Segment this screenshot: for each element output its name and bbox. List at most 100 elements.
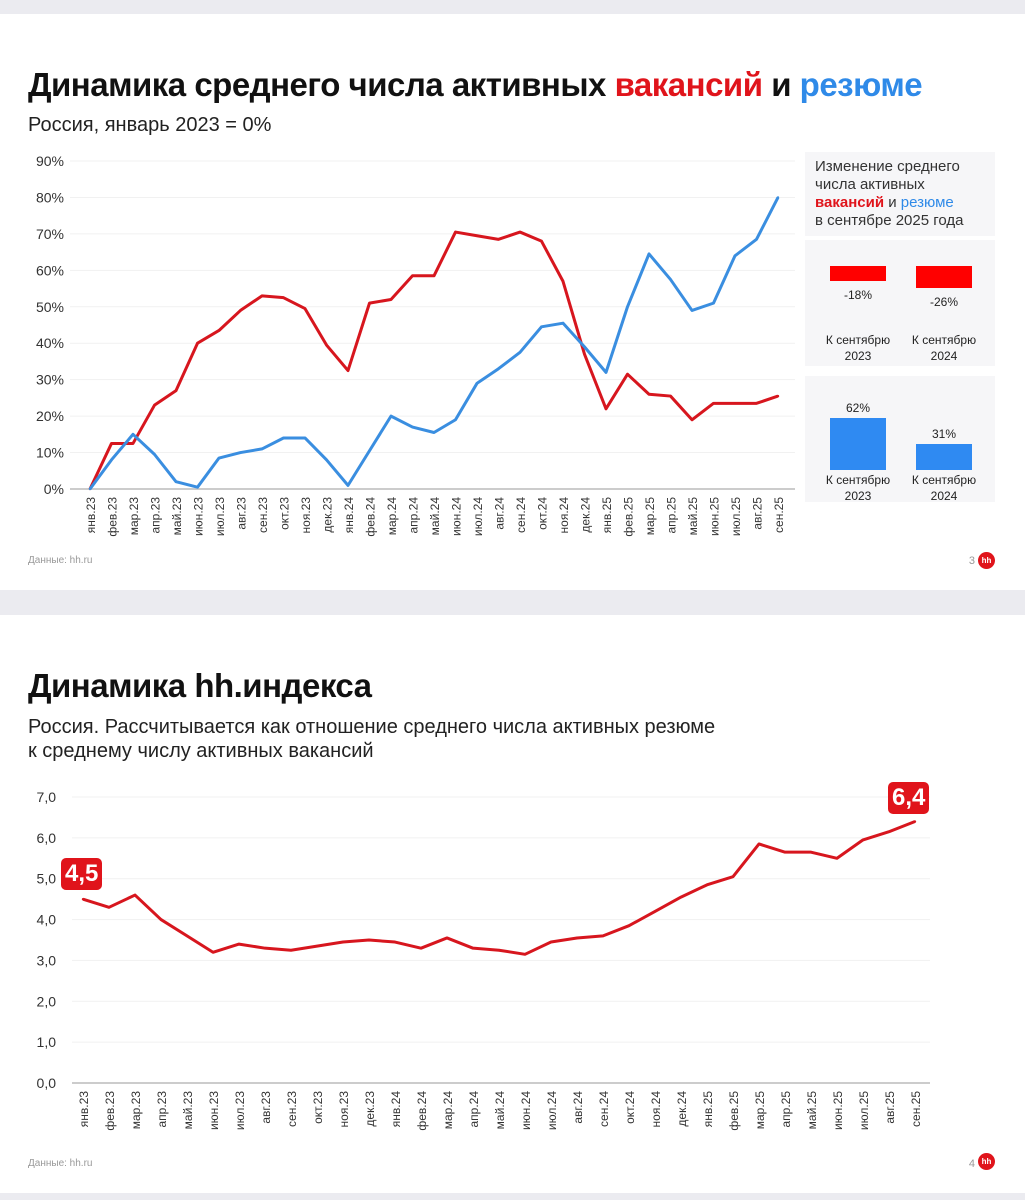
data-point [549,940,553,944]
data-point [733,254,737,257]
data-point [133,893,137,897]
data-point [757,842,761,846]
data-point [647,252,651,256]
data-point [81,897,85,901]
x-tick-label: июл.25 [729,497,743,536]
data-point [174,480,178,483]
data-point [389,298,393,301]
data-point [497,949,501,952]
data-point [518,230,522,234]
y-tick-label: 90% [36,153,64,169]
x-tick-label: авг.24 [571,1091,585,1124]
data-point [131,442,135,445]
slide-vacancies-resumes: Динамика среднего числа активных ваканси… [0,14,1025,590]
data-point [913,820,917,823]
x-tick-label: янв.24 [342,497,356,534]
x-tick-label: сен.25 [772,497,786,533]
x-tick-label: окт.23 [311,1091,325,1124]
x-tick-label: дек.23 [321,497,335,533]
y-tick-label: 40% [36,335,64,351]
data-point [260,447,264,451]
data-point [647,393,651,396]
data-point [755,402,758,405]
data-point [471,946,475,950]
x-tick-label: сен.23 [256,497,270,533]
panel-bar-value: -26% [929,294,958,309]
data-source: Данные: hh.ru [28,1158,93,1169]
x-tick-label: окт.24 [623,1091,637,1124]
data-point [110,458,113,462]
data-point [419,946,423,950]
slide-title: Динамика среднего числа активных ваканси… [28,66,923,104]
y-tick-label: 7,0 [37,789,57,805]
data-point [153,453,156,456]
x-tick-label: янв.25 [701,1091,715,1128]
data-point [523,953,527,956]
x-tick-label: июн.25 [708,497,722,536]
last-value-badge: 6,4 [888,782,930,814]
page-number: 3 [968,555,975,567]
y-tick-label: 10% [36,445,64,461]
data-point [601,934,605,938]
series-line-1 [82,820,916,956]
data-point [712,402,715,405]
data-point [367,938,371,942]
title-and: и [771,66,791,103]
x-tick-label: июн.23 [207,1091,221,1130]
data-point [861,838,865,842]
slide-hh-index: Динамика hh.индекса Россия. Рассчитывает… [0,615,1025,1193]
data-point [110,442,113,445]
x-tick-label: фев.23 [103,1091,117,1131]
subtitle-line: к среднему числу активных вакансий [28,740,374,762]
data-point [325,343,328,347]
data-point [174,389,178,392]
data-point [346,484,350,487]
title-red-word: вакансий [614,66,763,103]
data-point [159,918,163,921]
data-point [690,418,694,421]
panel-bar [916,443,972,470]
data-point [325,458,328,462]
x-tick-label: апр.24 [407,497,421,534]
data-point [315,944,319,948]
x-tick-label: авг.24 [493,497,507,530]
x-tick-label: май.25 [805,1091,819,1130]
data-point [776,394,780,398]
x-tick-label: май.23 [181,1091,195,1130]
slide-subtitle: Россия, январь 2023 = 0% [28,114,272,136]
data-point [346,369,350,372]
panel-bar-value: -18% [843,288,872,303]
x-tick-label: апр.25 [665,497,679,534]
x-tick-label: фев.25 [622,497,636,537]
data-point [583,345,586,349]
data-point [282,296,285,299]
line-chart-hh-index: 0,0 1,0 2,0 3,0 4,0 5,0 6,0 7,0 янв.23 фев.23 мар.… [37,789,930,1131]
panel-title-line: числа активных [815,176,925,193]
x-tick-label: окт.24 [536,497,550,530]
data-point [237,942,241,946]
y-tick-label: 0,0 [37,1075,57,1091]
hh-logo: hh [978,552,995,569]
x-tick-label: дек.23 [363,1091,377,1127]
x-tick-label: дек.24 [579,497,593,533]
y-tick-label: 4,0 [37,912,57,928]
y-tick-label: 50% [36,299,64,315]
x-tick-label: июл.23 [213,497,227,536]
data-point [282,436,285,440]
panel-bar-category: К сентябрю 2024 [911,473,977,503]
data-point [475,234,479,237]
x-tick-label: июн.24 [450,497,464,536]
panel-bar-category: К сентябрю 2023 [825,473,891,503]
data-point [211,951,215,954]
data-point [368,449,371,452]
title-blue-word: резюме [799,66,923,103]
data-point [669,278,672,281]
x-tick-label: апр.23 [155,1091,169,1128]
x-tick-label: фев.24 [364,497,378,537]
panel-title-line: в сентябре 2025 года [815,212,964,229]
data-point [887,830,891,833]
x-tick-label: июн.24 [519,1091,533,1130]
data-point [690,309,694,312]
panel-title-red: вакансий [815,194,885,211]
